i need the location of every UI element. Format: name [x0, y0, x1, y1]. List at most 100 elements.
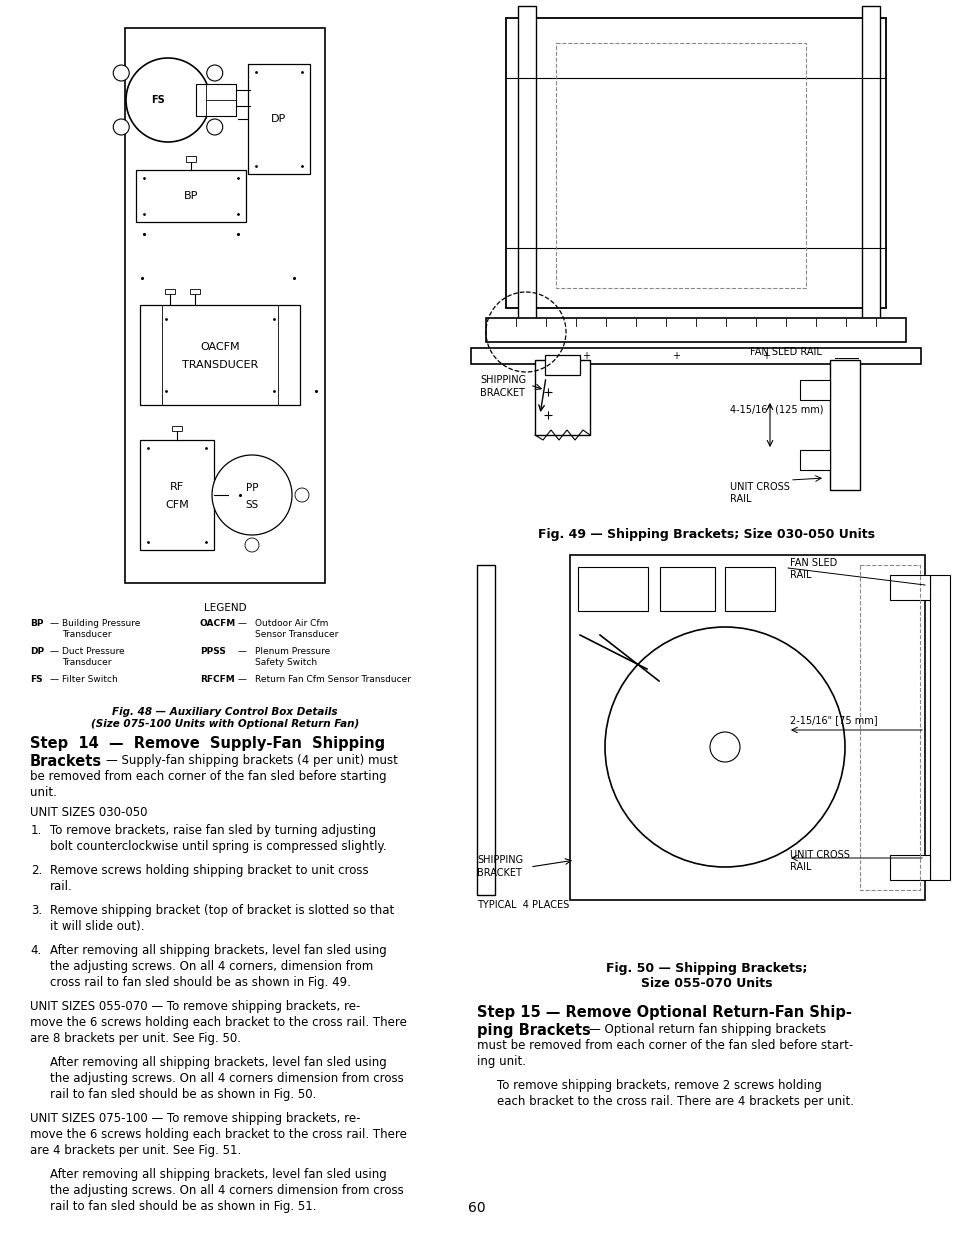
Text: —: — — [50, 647, 59, 656]
Text: ing unit.: ing unit. — [476, 1055, 525, 1068]
Text: TYPICAL  4 PLACES: TYPICAL 4 PLACES — [476, 900, 569, 910]
Text: Step 15 — Remove Optional Return-Fan Ship-: Step 15 — Remove Optional Return-Fan Shi… — [476, 1005, 851, 1020]
Text: 2.: 2. — [30, 864, 42, 877]
Bar — [165, 289, 174, 294]
Circle shape — [207, 119, 223, 135]
Bar — [195, 84, 235, 116]
Text: PP: PP — [246, 483, 258, 493]
Text: Plenum Pressure
Safety Switch: Plenum Pressure Safety Switch — [254, 647, 330, 667]
Text: Fig. 48 — Auxiliary Control Box Details
(Size 075-100 Units with Optional Return: Fig. 48 — Auxiliary Control Box Details … — [91, 706, 358, 729]
Text: SHIPPING
BRACKET: SHIPPING BRACKET — [479, 375, 525, 398]
Text: Building Pressure
Transducer: Building Pressure Transducer — [62, 619, 140, 638]
Text: To remove brackets, raise fan sled by turning adjusting: To remove brackets, raise fan sled by tu… — [50, 824, 375, 837]
Text: +: + — [581, 351, 589, 361]
Circle shape — [709, 732, 740, 762]
Text: Remove screws holding shipping bracket to unit cross: Remove screws holding shipping bracket t… — [50, 864, 368, 877]
Bar — [929, 576, 949, 881]
Text: Remove shipping bracket (top of bracket is slotted so that: Remove shipping bracket (top of bracket … — [50, 904, 394, 918]
Bar — [569, 555, 924, 900]
Text: FAN SLED
RAIL: FAN SLED RAIL — [789, 558, 837, 580]
Text: DP: DP — [271, 114, 286, 124]
Text: SS: SS — [245, 500, 258, 510]
Text: UNIT CROSS
RAIL: UNIT CROSS RAIL — [729, 482, 789, 504]
Text: PPSS: PPSS — [200, 647, 226, 656]
Bar — [829, 359, 859, 490]
Bar — [505, 19, 885, 308]
Circle shape — [604, 627, 844, 867]
Text: the adjusting screws. On all 4 corners, dimension from: the adjusting screws. On all 4 corners, … — [50, 960, 373, 973]
Text: the adjusting screws. On all 4 corners dimension from cross: the adjusting screws. On all 4 corners d… — [50, 1184, 403, 1197]
Text: 60: 60 — [468, 1200, 485, 1215]
Circle shape — [113, 65, 129, 82]
Text: Fig. 49 — Shipping Brackets; Size 030-050 Units: Fig. 49 — Shipping Brackets; Size 030-05… — [537, 529, 875, 541]
Text: —: — — [237, 676, 247, 684]
Bar — [125, 28, 325, 583]
Text: are 8 brackets per unit. See Fig. 50.: are 8 brackets per unit. See Fig. 50. — [30, 1032, 241, 1045]
Text: OACFM: OACFM — [200, 342, 239, 352]
Text: +: + — [671, 351, 679, 361]
Bar — [578, 567, 647, 611]
Bar — [535, 359, 589, 435]
Text: After removing all shipping brackets, level fan sled using: After removing all shipping brackets, le… — [50, 1168, 386, 1181]
Text: FS: FS — [151, 95, 165, 105]
Bar — [517, 6, 536, 320]
Text: bolt counterclockwise until spring is compressed slightly.: bolt counterclockwise until spring is co… — [50, 840, 386, 853]
Text: Return Fan Cfm Sensor Transducer: Return Fan Cfm Sensor Transducer — [254, 676, 411, 684]
Text: —: — — [50, 619, 59, 629]
Text: RF: RF — [170, 482, 184, 492]
Text: FS: FS — [30, 676, 43, 684]
Circle shape — [294, 488, 309, 501]
Text: After removing all shipping brackets, level fan sled using: After removing all shipping brackets, le… — [50, 1056, 386, 1070]
Bar — [476, 564, 495, 895]
Bar — [659, 567, 714, 611]
Text: Duct Pressure
Transducer: Duct Pressure Transducer — [62, 647, 125, 667]
Text: — Supply-fan shipping brackets (4 per unit) must: — Supply-fan shipping brackets (4 per un… — [106, 755, 397, 767]
Circle shape — [245, 538, 258, 552]
Text: Filter Switch: Filter Switch — [62, 676, 117, 684]
Text: rail to fan sled should be as shown in Fig. 51.: rail to fan sled should be as shown in F… — [50, 1200, 316, 1213]
Text: 4-15/16" (125 mm): 4-15/16" (125 mm) — [729, 405, 822, 415]
Text: 3.: 3. — [30, 904, 42, 918]
Text: UNIT SIZES 075-100 — To remove shipping brackets, re-: UNIT SIZES 075-100 — To remove shipping … — [30, 1112, 360, 1125]
Text: cross rail to fan sled should be as shown in Fig. 49.: cross rail to fan sled should be as show… — [50, 976, 351, 989]
Bar — [889, 855, 929, 881]
Bar — [889, 576, 929, 600]
Text: move the 6 screws holding each bracket to the cross rail. There: move the 6 screws holding each bracket t… — [30, 1016, 406, 1029]
Text: — Optional return fan shipping brackets: — Optional return fan shipping brackets — [588, 1023, 825, 1036]
Text: UNIT SIZES 055-070 — To remove shipping brackets, re-: UNIT SIZES 055-070 — To remove shipping … — [30, 1000, 360, 1013]
Bar — [248, 64, 310, 174]
Text: LEGEND: LEGEND — [204, 603, 246, 613]
Text: TRANSDUCER: TRANSDUCER — [182, 359, 258, 370]
Bar — [800, 380, 829, 400]
Bar — [724, 567, 774, 611]
Text: Brackets: Brackets — [30, 755, 102, 769]
Text: the adjusting screws. On all 4 corners dimension from cross: the adjusting screws. On all 4 corners d… — [50, 1072, 403, 1086]
Text: +: + — [761, 351, 769, 361]
Circle shape — [113, 119, 129, 135]
Bar — [186, 156, 195, 162]
Bar — [485, 317, 905, 342]
Text: RFCFM: RFCFM — [200, 676, 234, 684]
Bar — [544, 354, 579, 375]
Text: move the 6 screws holding each bracket to the cross rail. There: move the 6 screws holding each bracket t… — [30, 1128, 406, 1141]
Circle shape — [207, 65, 223, 82]
Text: UNIT CROSS
RAIL: UNIT CROSS RAIL — [789, 850, 849, 872]
Text: To remove shipping brackets, remove 2 screws holding: To remove shipping brackets, remove 2 sc… — [497, 1079, 821, 1092]
Text: 2-15/16" [75 mm]: 2-15/16" [75 mm] — [789, 715, 877, 725]
Bar — [862, 6, 879, 320]
Text: are 4 brackets per unit. See Fig. 51.: are 4 brackets per unit. See Fig. 51. — [30, 1144, 241, 1157]
Bar — [556, 43, 805, 288]
Bar — [859, 564, 919, 890]
Bar — [190, 289, 200, 294]
Text: BP: BP — [184, 191, 198, 201]
Text: each bracket to the cross rail. There are 4 brackets per unit.: each bracket to the cross rail. There ar… — [497, 1095, 853, 1108]
Text: FAN SLED RAIL: FAN SLED RAIL — [749, 347, 821, 357]
Text: DP: DP — [30, 647, 44, 656]
Text: Step  14  —  Remove  Supply-Fan  Shipping: Step 14 — Remove Supply-Fan Shipping — [30, 736, 385, 751]
Bar — [172, 426, 182, 431]
Text: —: — — [237, 619, 247, 629]
Text: ping Brackets: ping Brackets — [476, 1023, 590, 1037]
Bar — [140, 440, 213, 550]
Text: must be removed from each corner of the fan sled before start-: must be removed from each corner of the … — [476, 1039, 852, 1052]
Bar — [140, 305, 299, 405]
